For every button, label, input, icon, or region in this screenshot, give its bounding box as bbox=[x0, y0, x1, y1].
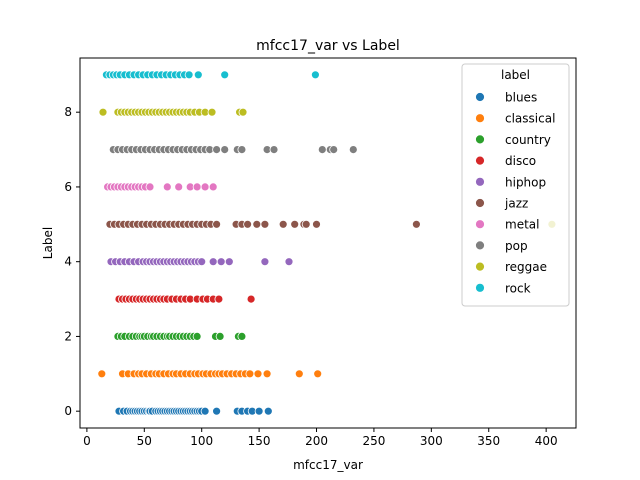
legend-marker bbox=[476, 177, 485, 186]
x-tick-label: 100 bbox=[190, 434, 213, 448]
y-axis: 0 2 4 6 8 bbox=[64, 105, 80, 418]
legend-entry: blues bbox=[505, 91, 537, 105]
legend-marker bbox=[476, 283, 485, 292]
data-point bbox=[213, 220, 221, 228]
legend-marker bbox=[476, 199, 485, 208]
data-point bbox=[255, 407, 263, 415]
legend-entry: classical bbox=[505, 112, 555, 126]
data-point bbox=[201, 183, 209, 191]
data-point bbox=[244, 220, 252, 228]
legend-entry: reggae bbox=[505, 260, 547, 274]
data-point bbox=[238, 332, 246, 340]
x-tick-label: 250 bbox=[362, 434, 385, 448]
data-point bbox=[215, 295, 223, 303]
x-tick-label: 50 bbox=[137, 434, 152, 448]
data-point bbox=[261, 258, 269, 266]
data-point bbox=[238, 146, 246, 154]
data-point bbox=[221, 146, 229, 154]
data-point bbox=[175, 183, 183, 191]
legend-marker bbox=[476, 156, 485, 165]
legend-marker bbox=[476, 114, 485, 123]
data-point bbox=[99, 108, 107, 116]
data-point bbox=[163, 183, 171, 191]
x-tick-label: 300 bbox=[420, 434, 443, 448]
data-point bbox=[349, 146, 357, 154]
data-point bbox=[239, 108, 247, 116]
data-point bbox=[201, 407, 209, 415]
data-point bbox=[313, 220, 321, 228]
data-point bbox=[198, 258, 206, 266]
y-tick-label: 6 bbox=[64, 180, 72, 194]
legend-entry: jazz bbox=[504, 197, 528, 211]
legend-marker bbox=[476, 241, 485, 250]
data-point bbox=[221, 71, 229, 79]
legend-entry: rock bbox=[505, 281, 531, 295]
data-point bbox=[285, 258, 293, 266]
x-tick-label: 200 bbox=[305, 434, 328, 448]
y-tick-label: 8 bbox=[64, 105, 72, 119]
data-point bbox=[330, 146, 338, 154]
data-point bbox=[213, 407, 221, 415]
data-point bbox=[98, 370, 106, 378]
data-point bbox=[254, 370, 262, 378]
y-tick-label: 0 bbox=[64, 404, 72, 418]
data-point bbox=[270, 146, 278, 154]
legend-entry: country bbox=[505, 133, 551, 147]
data-point bbox=[261, 220, 269, 228]
data-point bbox=[263, 370, 271, 378]
y-tick-label: 4 bbox=[64, 255, 72, 269]
x-tick-label: 350 bbox=[477, 434, 500, 448]
legend-title: label bbox=[501, 68, 530, 82]
chart-title: mfcc17_var vs Label bbox=[256, 38, 400, 54]
data-point bbox=[193, 332, 201, 340]
data-point bbox=[247, 295, 255, 303]
data-point bbox=[216, 332, 224, 340]
legend-entry: metal bbox=[505, 218, 539, 232]
legend-entry: hiphop bbox=[505, 175, 546, 189]
data-point bbox=[208, 108, 216, 116]
data-point bbox=[209, 258, 217, 266]
data-point bbox=[217, 258, 225, 266]
legend: label blues classical country disco hiphop jaz… bbox=[462, 64, 569, 306]
data-point bbox=[225, 258, 233, 266]
x-axis: 0 50 100 150 200 250 300 350 400 bbox=[83, 428, 558, 448]
y-axis-label: Label bbox=[41, 227, 55, 259]
data-point bbox=[193, 183, 201, 191]
data-point bbox=[194, 71, 202, 79]
data-point bbox=[314, 370, 322, 378]
legend-marker bbox=[476, 135, 485, 144]
data-point bbox=[302, 220, 310, 228]
data-point bbox=[295, 370, 303, 378]
legend-marker bbox=[476, 93, 485, 102]
data-point bbox=[279, 220, 287, 228]
data-point bbox=[412, 220, 420, 228]
data-point bbox=[264, 407, 272, 415]
data-point bbox=[291, 220, 299, 228]
data-point bbox=[246, 370, 254, 378]
data-point bbox=[311, 71, 319, 79]
x-tick-label: 0 bbox=[83, 434, 91, 448]
legend-marker bbox=[476, 220, 485, 229]
data-point bbox=[185, 71, 193, 79]
x-tick-label: 400 bbox=[535, 434, 558, 448]
data-point bbox=[213, 146, 221, 154]
x-axis-label: mfcc17_var bbox=[293, 458, 363, 472]
legend-entry: pop bbox=[505, 239, 528, 253]
data-point bbox=[253, 220, 261, 228]
data-point bbox=[318, 146, 326, 154]
data-point bbox=[146, 183, 154, 191]
data-point bbox=[209, 183, 217, 191]
x-tick-label: 150 bbox=[248, 434, 271, 448]
legend-marker bbox=[476, 262, 485, 271]
legend-entry: disco bbox=[505, 154, 536, 168]
y-tick-label: 2 bbox=[64, 329, 72, 343]
